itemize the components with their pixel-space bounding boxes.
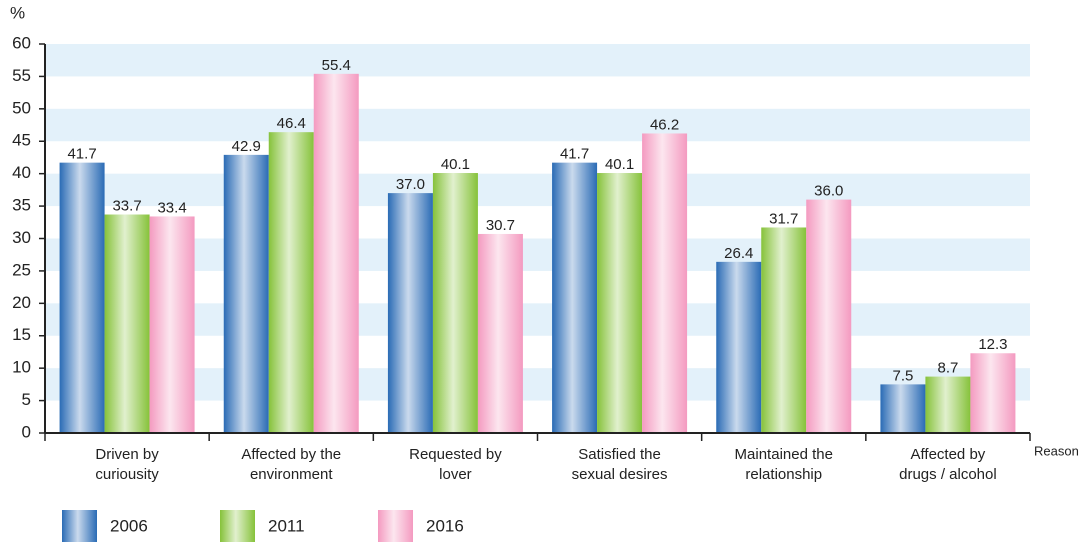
x-tick-label: Maintained the bbox=[735, 446, 833, 463]
grid-band bbox=[45, 368, 1030, 401]
x-tick-label: Requested by bbox=[409, 446, 502, 463]
y-tick-label: 10 bbox=[12, 358, 31, 377]
bar bbox=[387, 193, 433, 433]
y-tick-label: 55 bbox=[12, 66, 31, 85]
bar bbox=[223, 154, 269, 434]
x-tick-label: Satisfied the bbox=[578, 446, 661, 463]
bar bbox=[716, 261, 762, 433]
bar bbox=[313, 73, 359, 433]
value-label: 37.0 bbox=[396, 176, 425, 193]
value-label: 36.0 bbox=[814, 183, 843, 200]
y-tick-label: 25 bbox=[12, 260, 31, 279]
y-tick-label: 40 bbox=[12, 163, 31, 182]
bar bbox=[432, 173, 478, 434]
legend-swatch bbox=[62, 510, 97, 542]
bar bbox=[149, 216, 195, 433]
x-axis-label: Reason bbox=[1034, 443, 1079, 458]
value-label: 55.4 bbox=[322, 57, 351, 74]
y-tick-label: 45 bbox=[12, 131, 31, 150]
x-tick-label: lover bbox=[439, 466, 472, 483]
value-label: 33.4 bbox=[157, 199, 186, 216]
bar bbox=[552, 162, 598, 433]
value-label: 41.7 bbox=[560, 146, 589, 163]
bar bbox=[925, 376, 971, 433]
bar bbox=[268, 132, 314, 433]
legend-label: 2011 bbox=[268, 516, 305, 535]
value-label: 26.4 bbox=[724, 245, 753, 262]
grid-band bbox=[45, 238, 1030, 271]
y-tick-label: 30 bbox=[12, 228, 31, 247]
value-label: 8.7 bbox=[937, 360, 958, 377]
bar bbox=[59, 162, 105, 433]
value-label: 31.7 bbox=[769, 210, 798, 227]
x-tick-label: drugs / alcohol bbox=[899, 466, 997, 483]
y-tick-label: 50 bbox=[12, 98, 31, 117]
y-tick-label: 35 bbox=[12, 196, 31, 215]
x-tick-label: Driven by bbox=[95, 446, 159, 463]
grid-band bbox=[45, 173, 1030, 207]
y-axis-label: % bbox=[10, 3, 25, 22]
x-tick-label: curiousity bbox=[95, 466, 159, 483]
value-label: 33.7 bbox=[112, 197, 141, 214]
bar bbox=[597, 173, 643, 434]
legend-swatch bbox=[378, 510, 413, 542]
x-tick-label: sexual desires bbox=[572, 466, 668, 483]
x-tick-label: Affected by bbox=[911, 446, 986, 463]
bar bbox=[761, 227, 807, 433]
bar bbox=[642, 133, 688, 433]
x-tick-label: Affected by the bbox=[241, 446, 341, 463]
value-label: 42.9 bbox=[232, 138, 261, 155]
bar bbox=[806, 199, 852, 433]
grid-band bbox=[45, 303, 1030, 336]
grid-band bbox=[45, 108, 1030, 142]
bar bbox=[880, 384, 926, 433]
value-label: 7.5 bbox=[892, 367, 913, 384]
legend-swatch bbox=[220, 510, 255, 542]
bar bbox=[104, 214, 150, 433]
value-label: 30.7 bbox=[486, 217, 515, 234]
value-label: 12.3 bbox=[978, 336, 1007, 353]
bar bbox=[477, 233, 523, 433]
value-label: 46.2 bbox=[650, 116, 679, 133]
x-tick-label: environment bbox=[250, 466, 333, 483]
legend-label: 2016 bbox=[426, 516, 464, 535]
value-label: 41.7 bbox=[67, 146, 96, 163]
y-tick-label: 5 bbox=[22, 390, 31, 409]
y-tick-label: 15 bbox=[12, 325, 31, 344]
x-tick-label: relationship bbox=[745, 466, 822, 483]
y-tick-label: 60 bbox=[12, 33, 31, 52]
value-label: 40.1 bbox=[441, 156, 470, 173]
bar bbox=[970, 353, 1016, 433]
grid-band bbox=[45, 44, 1030, 77]
value-label: 46.4 bbox=[277, 115, 306, 132]
y-tick-label: 20 bbox=[12, 293, 31, 312]
value-label: 40.1 bbox=[605, 156, 634, 173]
legend-label: 2006 bbox=[110, 516, 148, 535]
y-tick-label: 0 bbox=[22, 422, 31, 441]
